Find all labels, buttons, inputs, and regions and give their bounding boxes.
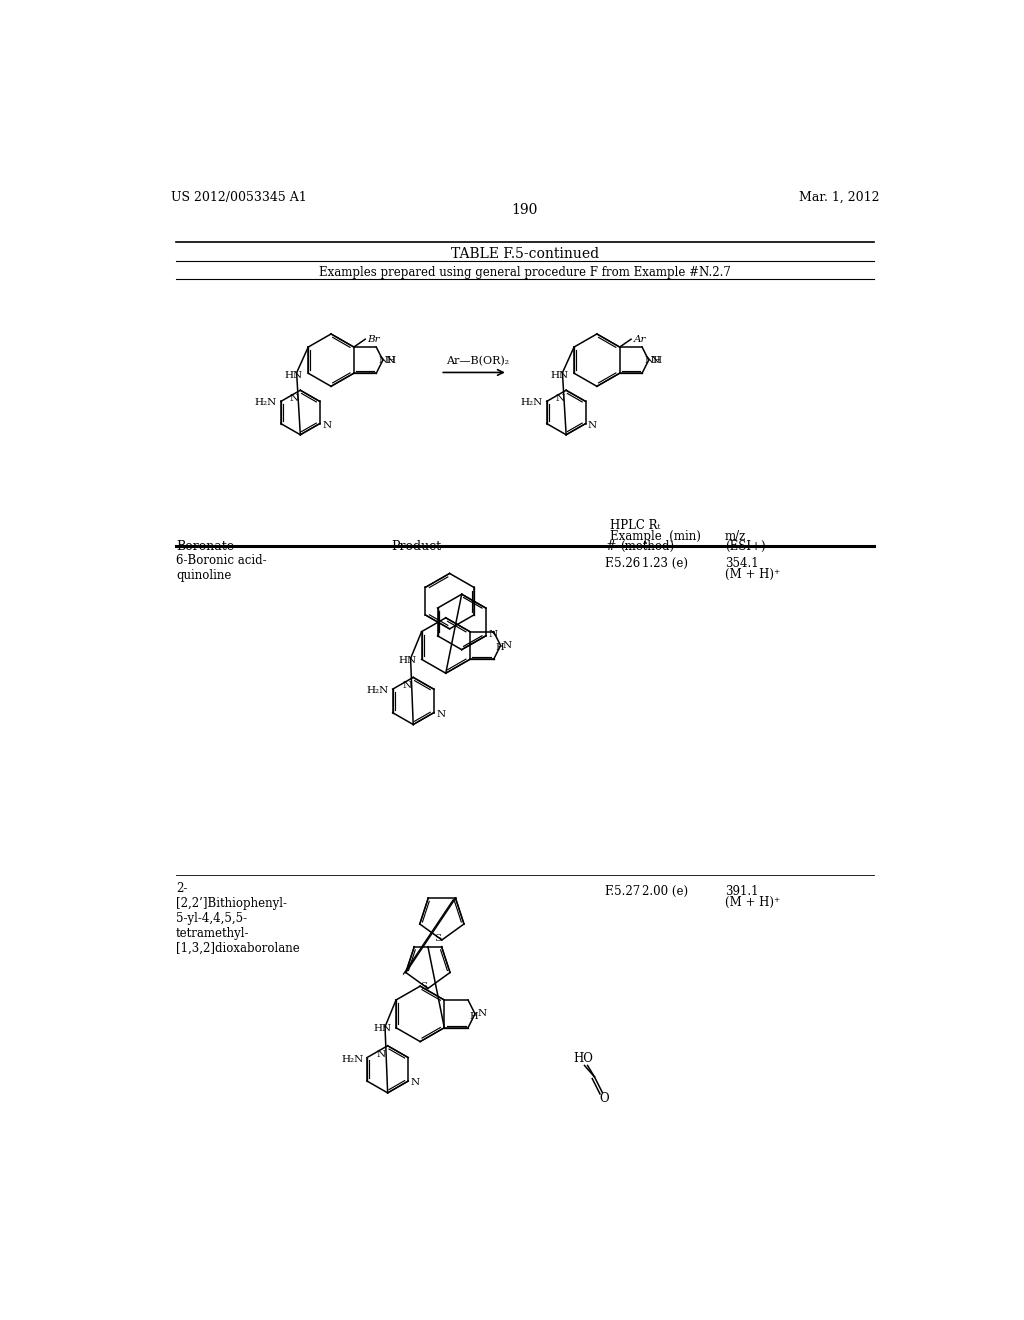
Text: N: N <box>385 355 394 364</box>
Text: NH: NH <box>644 356 663 366</box>
Text: 2.00 (e): 2.00 (e) <box>642 886 688 899</box>
Text: H₂N: H₂N <box>341 1055 364 1064</box>
Text: HN: HN <box>374 1024 391 1034</box>
Text: N: N <box>402 681 412 690</box>
Text: 354.1: 354.1 <box>725 557 759 570</box>
Text: N: N <box>503 642 512 649</box>
Text: O: O <box>599 1093 609 1105</box>
Text: H₂N: H₂N <box>367 686 389 696</box>
Text: H₂N: H₂N <box>255 399 278 408</box>
Text: 190: 190 <box>512 203 538 216</box>
Text: N: N <box>651 355 660 364</box>
Text: 391.1: 391.1 <box>725 886 758 899</box>
Text: N: N <box>488 630 498 639</box>
Text: Ar: Ar <box>634 335 646 343</box>
Text: m/z: m/z <box>725 529 746 543</box>
Text: N: N <box>290 395 299 403</box>
Text: #: # <box>604 540 615 553</box>
Text: 6-Boronic acid-
quinoline: 6-Boronic acid- quinoline <box>176 554 266 582</box>
Text: Example  (min): Example (min) <box>610 529 700 543</box>
Text: (ESI+): (ESI+) <box>725 540 765 553</box>
Text: F.5.27: F.5.27 <box>604 886 641 899</box>
Text: N: N <box>411 1078 420 1088</box>
Text: HPLC Rₜ: HPLC Rₜ <box>610 519 660 532</box>
Text: H: H <box>496 643 504 652</box>
Text: Boronate: Boronate <box>176 540 234 553</box>
Text: Ar—B(OR)₂: Ar—B(OR)₂ <box>445 356 509 367</box>
Text: N: N <box>477 1010 486 1018</box>
Text: H: H <box>470 1012 478 1020</box>
Text: S: S <box>421 982 428 991</box>
Text: TABLE F.5-continued: TABLE F.5-continued <box>451 247 599 261</box>
Text: (M + H)⁺: (M + H)⁺ <box>725 896 780 909</box>
Text: Br: Br <box>368 335 380 343</box>
Text: N: N <box>588 421 597 430</box>
Text: H₂N: H₂N <box>520 399 543 408</box>
Text: 1.23 (e): 1.23 (e) <box>642 557 688 570</box>
Text: HO: HO <box>573 1052 594 1065</box>
Text: (method): (method) <box>621 540 674 553</box>
Text: N: N <box>377 1049 386 1059</box>
Text: N: N <box>436 710 445 719</box>
Text: S: S <box>434 935 441 942</box>
Text: N: N <box>322 421 331 430</box>
Text: (M + H)⁺: (M + H)⁺ <box>725 568 780 581</box>
Text: N: N <box>555 395 564 403</box>
Text: 2-
[2,2’]Bithiophenyl-
5-yl-4,4,5,5-
tetramethyl-
[1,3,2]dioxaborolane: 2- [2,2’]Bithiophenyl- 5-yl-4,4,5,5- tet… <box>176 882 300 956</box>
Text: HN: HN <box>550 371 568 380</box>
Text: F.5.26: F.5.26 <box>604 557 641 570</box>
Text: NH: NH <box>379 356 396 366</box>
Text: HN: HN <box>399 656 417 665</box>
Text: HN: HN <box>285 371 302 380</box>
Text: Mar. 1, 2012: Mar. 1, 2012 <box>800 191 880 203</box>
Text: Product: Product <box>391 540 441 553</box>
Text: Examples prepared using general procedure F from Example #N.2.7: Examples prepared using general procedur… <box>318 267 731 280</box>
Text: US 2012/0053345 A1: US 2012/0053345 A1 <box>171 191 306 203</box>
